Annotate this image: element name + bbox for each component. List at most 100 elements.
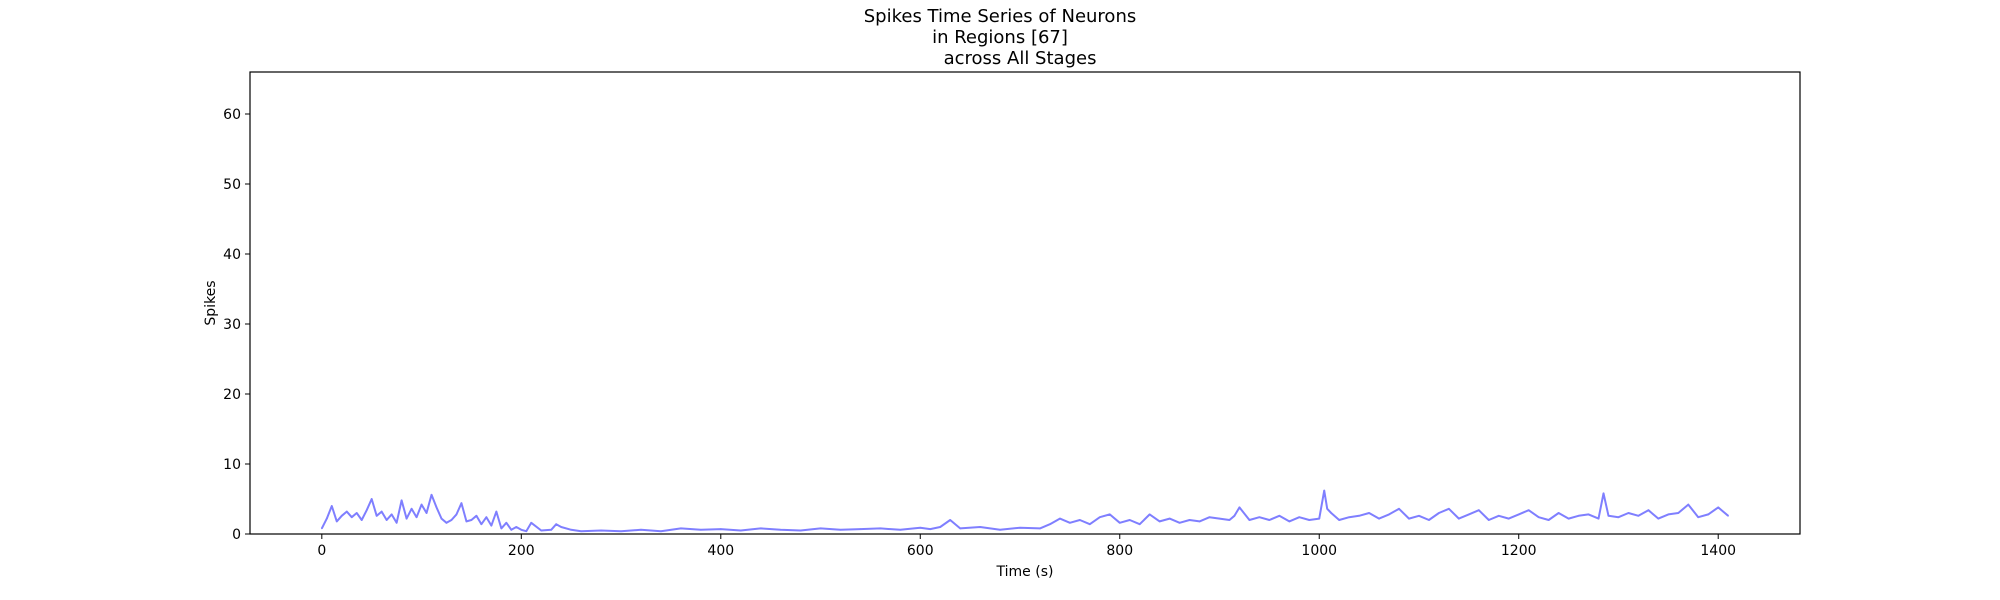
data-point (939, 526, 942, 528)
data-point (1148, 513, 1151, 516)
data-point (1318, 517, 1321, 520)
data-point (1398, 508, 1400, 510)
data-point (1478, 509, 1480, 512)
plot-area (249, 71, 1801, 535)
data-point (570, 529, 572, 531)
data-point (1198, 520, 1201, 523)
data-point (700, 529, 702, 531)
data-point (1348, 516, 1350, 518)
data-point (1507, 517, 1510, 520)
y-axis-label: Spikes (203, 280, 219, 325)
data-point (1418, 515, 1420, 517)
data-point (1308, 519, 1311, 521)
chart-title-line-1: Spikes Time Series of Neurons (863, 6, 1137, 27)
data-point (739, 529, 742, 532)
data-point (440, 517, 443, 520)
data-point (1597, 517, 1600, 520)
data-point (330, 505, 333, 507)
data-point (1228, 519, 1231, 521)
data-point (355, 512, 358, 514)
data-point (1547, 519, 1550, 521)
data-point (819, 527, 822, 530)
x-tick-label: 600 (907, 543, 934, 559)
data-point (1278, 515, 1281, 517)
data-point (1637, 515, 1640, 517)
data-point (505, 522, 508, 524)
data-point (1118, 522, 1121, 524)
data-point (1687, 503, 1690, 506)
data-point (360, 519, 363, 521)
data-point (326, 517, 328, 520)
data-point (660, 530, 662, 532)
data-point (1298, 516, 1301, 518)
data-point (1248, 519, 1251, 521)
data-point (1233, 515, 1236, 517)
data-point (879, 527, 882, 530)
x-tick-label: 1000 (1301, 543, 1337, 559)
data-point (540, 529, 543, 532)
plot-frame (249, 71, 1801, 535)
data-point (1089, 523, 1091, 525)
data-point (1178, 522, 1181, 524)
data-point (380, 510, 383, 513)
data-point (779, 529, 782, 531)
data-point (335, 520, 338, 523)
data-point (759, 527, 762, 530)
data-point (859, 528, 862, 530)
data-point (1527, 509, 1530, 512)
data-point (949, 519, 951, 521)
data-point (515, 526, 518, 528)
data-point (1238, 506, 1241, 509)
data-point (525, 530, 528, 532)
data-point (520, 529, 523, 531)
data-point (1099, 516, 1101, 518)
data-point (979, 526, 981, 528)
x-tick-label: 400 (707, 543, 734, 559)
data-point (405, 517, 408, 520)
data-point (1128, 519, 1131, 521)
data-point (385, 519, 388, 521)
data-point (1288, 520, 1291, 523)
data-point (1168, 517, 1171, 520)
data-point (1069, 522, 1071, 524)
data-point (480, 523, 483, 525)
data-point (560, 526, 562, 528)
data-point (1438, 512, 1440, 514)
data-point (485, 516, 488, 518)
data-point (475, 515, 478, 517)
data-point (430, 494, 433, 496)
data-point (1448, 508, 1450, 510)
data-point (555, 523, 558, 525)
data-point (1617, 516, 1620, 518)
data-point (1428, 519, 1430, 521)
data-point (455, 513, 458, 516)
series-layer (320, 489, 1729, 533)
data-point (1727, 515, 1729, 517)
data-point (1039, 527, 1041, 530)
data-point (435, 506, 438, 509)
data-point (465, 520, 468, 523)
y-tick-label: 30 (223, 317, 241, 333)
data-point (580, 530, 582, 532)
x-tick-label: 800 (1106, 543, 1133, 559)
data-point (500, 527, 503, 530)
data-point (395, 522, 398, 524)
data-point (350, 516, 353, 518)
data-point (1707, 513, 1710, 516)
data-point (1602, 492, 1605, 495)
data-point (1378, 517, 1380, 520)
data-point (1049, 523, 1051, 525)
y-tick-label: 10 (223, 457, 241, 473)
data-point (1677, 512, 1680, 514)
data-point (1607, 515, 1610, 517)
data-point (415, 516, 418, 518)
data-point (365, 509, 368, 512)
data-point (420, 503, 423, 506)
data-point (400, 499, 403, 502)
data-point (919, 526, 922, 529)
x-tick-label: 1400 (1700, 543, 1736, 559)
data-point (1326, 508, 1329, 510)
data-point (1667, 513, 1670, 516)
data-point (899, 529, 902, 531)
